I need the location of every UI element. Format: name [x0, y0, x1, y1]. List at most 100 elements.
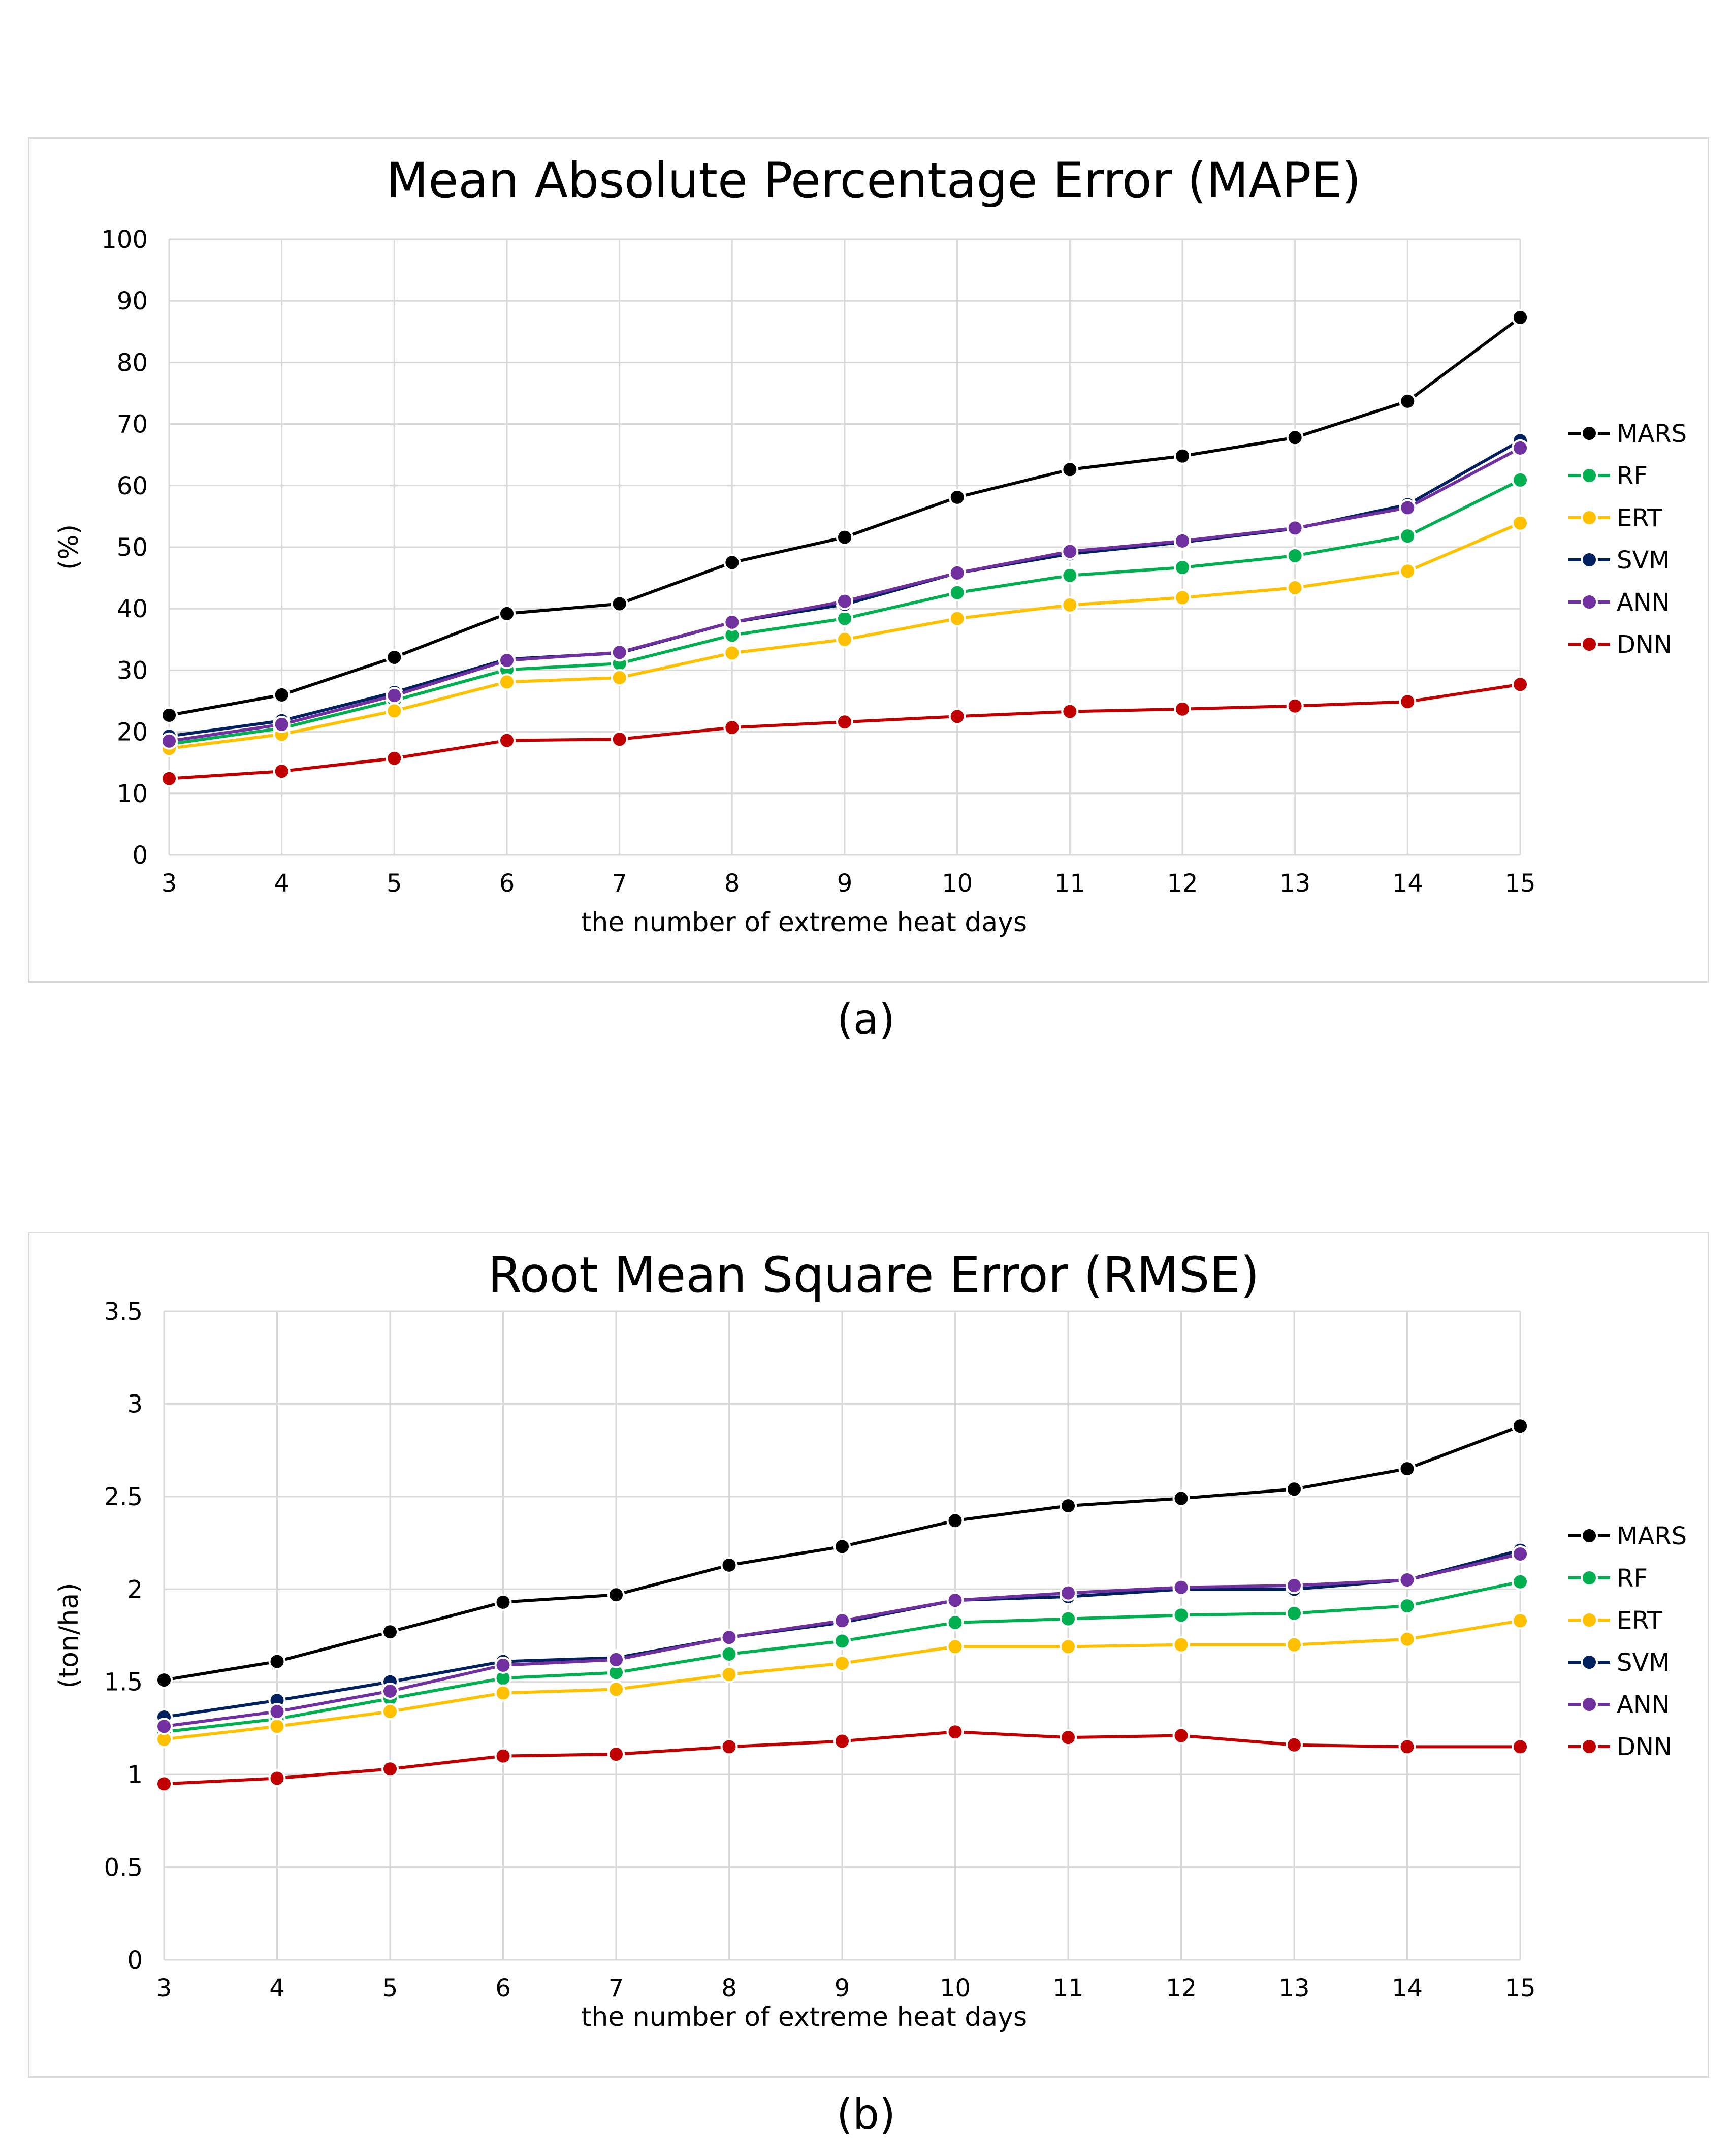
chart-panel-rmse: Root Mean Square Error (RMSE) 0 0.5 1 1.5 2 2… [28, 1232, 1709, 2078]
series-ert [161, 514, 1529, 757]
y-tick-label: 80 [117, 348, 148, 377]
x-tick-label: 4 [269, 1974, 285, 2003]
data-point-ert [1060, 1638, 1077, 1656]
y-tick-label: 2 [127, 1575, 143, 1604]
legend-label: ERT [1617, 1606, 1662, 1635]
data-point-mars [1174, 447, 1191, 465]
data-point-ert [494, 1684, 512, 1702]
legend-swatch-marker [1581, 593, 1598, 611]
x-tick-label: 12 [1166, 1974, 1197, 2003]
data-point-ert [1512, 1612, 1529, 1630]
y-tick-label: 40 [117, 595, 148, 623]
data-point-ann [720, 1629, 738, 1646]
y-tick-label: 60 [117, 472, 148, 500]
data-point-dnn [948, 708, 966, 725]
data-point-ert [946, 1638, 964, 1656]
data-point-rf [948, 584, 966, 601]
mape-chart: Mean Absolute Percentage Error (MAPE) 0 1… [54, 152, 1687, 938]
data-point-rf [1399, 527, 1417, 545]
data-point-ert [1512, 514, 1529, 532]
data-point-dnn [1174, 700, 1191, 718]
data-point-ann [723, 613, 741, 631]
data-point-rf [1061, 566, 1079, 584]
legend-item-ert: ERT [1568, 504, 1662, 532]
x-tick-label: 10 [940, 1974, 971, 2003]
rmse-chart: Root Mean Square Error (RMSE) 0 0.5 1 1.5 2 2… [54, 1247, 1687, 2033]
x-tick-label: 8 [721, 1974, 737, 2003]
y-tick-label: 3 [127, 1390, 143, 1418]
data-point-ert [381, 1703, 399, 1721]
tick-labels: 0 10 20 30 40 50 60 70 80 90 100 3 4 5 6 7 8 9 10 11 12 13 14 1… [101, 226, 1535, 898]
data-point-ert [611, 669, 628, 686]
x-tick-label: 7 [608, 1974, 624, 2003]
data-point-mars [1512, 1417, 1529, 1435]
legend-label: SVM [1617, 1648, 1670, 1677]
data-point-rf [720, 1645, 738, 1663]
series-mars [161, 308, 1529, 724]
x-axis-title: the number of extreme heat days [581, 2002, 1027, 2033]
y-tick-label: 50 [117, 533, 148, 562]
x-tick-label: 8 [724, 869, 740, 898]
legend-label: RF [1617, 1564, 1648, 1593]
data-point-mars [1061, 461, 1079, 479]
x-tick-label: 10 [942, 869, 973, 898]
series-ert [155, 1612, 1529, 1748]
x-tick-label: 15 [1504, 1974, 1535, 2003]
data-point-ann [268, 1703, 286, 1721]
data-point-dnn [161, 770, 178, 787]
series-dnn [155, 1723, 1529, 1793]
data-point-mars [498, 605, 516, 622]
series-mars [155, 1417, 1529, 1689]
data-point-ert [833, 1655, 851, 1672]
data-point-mars [1512, 308, 1529, 326]
data-point-dnn [836, 713, 853, 731]
data-point-dnn [1286, 1736, 1303, 1754]
x-tick-label: 13 [1279, 869, 1310, 898]
caption-a: (a) [837, 996, 895, 1044]
x-tick-label: 3 [156, 1974, 172, 2003]
data-point-ert [1399, 562, 1417, 580]
legend-item-ann: ANN [1568, 588, 1670, 617]
x-axis-title: the number of extreme heat days [581, 907, 1027, 938]
legend-swatch-marker [1581, 1569, 1598, 1587]
legend-label: ERT [1617, 504, 1662, 532]
data-point-rf [1398, 1597, 1416, 1615]
x-tick-label: 5 [387, 869, 402, 898]
data-point-ann [1174, 532, 1191, 550]
series-group [155, 1417, 1529, 1793]
legend-swatch-marker [1581, 1611, 1598, 1629]
legend-swatch-marker [1581, 1527, 1598, 1544]
data-point-rf [836, 610, 853, 627]
data-point-ann [161, 732, 178, 750]
x-tick-label: 9 [837, 869, 853, 898]
data-point-dnn [1172, 1727, 1190, 1745]
data-point-mars [946, 1512, 964, 1530]
data-point-rf [1512, 471, 1529, 489]
legend-label: DNN [1617, 1733, 1672, 1761]
legend-item-mars: MARS [1568, 420, 1687, 448]
legend-item-dnn: DNN [1568, 1733, 1672, 1761]
x-tick-label: 6 [495, 1974, 511, 2003]
data-point-rf [833, 1632, 851, 1650]
legend-item-ann: ANN [1568, 1691, 1670, 1719]
chart-panel-mape: Mean Absolute Percentage Error (MAPE) 0 1… [28, 137, 1709, 983]
data-point-dnn [1512, 676, 1529, 693]
data-point-mars [948, 488, 966, 506]
data-point-mars [1060, 1497, 1077, 1515]
data-point-dnn [946, 1723, 964, 1741]
gridlines [168, 238, 1521, 856]
chart-title: Mean Absolute Percentage Error (MAPE) [386, 152, 1361, 209]
data-point-rf [1512, 1573, 1529, 1591]
data-point-ert [1286, 1636, 1303, 1654]
data-point-ert [720, 1666, 738, 1684]
legend-label: SVM [1617, 546, 1670, 575]
data-point-ann [1398, 1571, 1416, 1589]
y-axis-title: (%) [54, 524, 84, 570]
data-point-ert [948, 610, 966, 627]
legend-swatch-marker [1581, 1696, 1598, 1713]
data-point-mars [155, 1671, 173, 1689]
data-point-ert [1286, 579, 1304, 596]
legend: MARS RF ERT SVM ANN DNN [1568, 420, 1687, 659]
data-point-ann [1512, 1545, 1529, 1563]
data-point-ann [273, 716, 291, 734]
